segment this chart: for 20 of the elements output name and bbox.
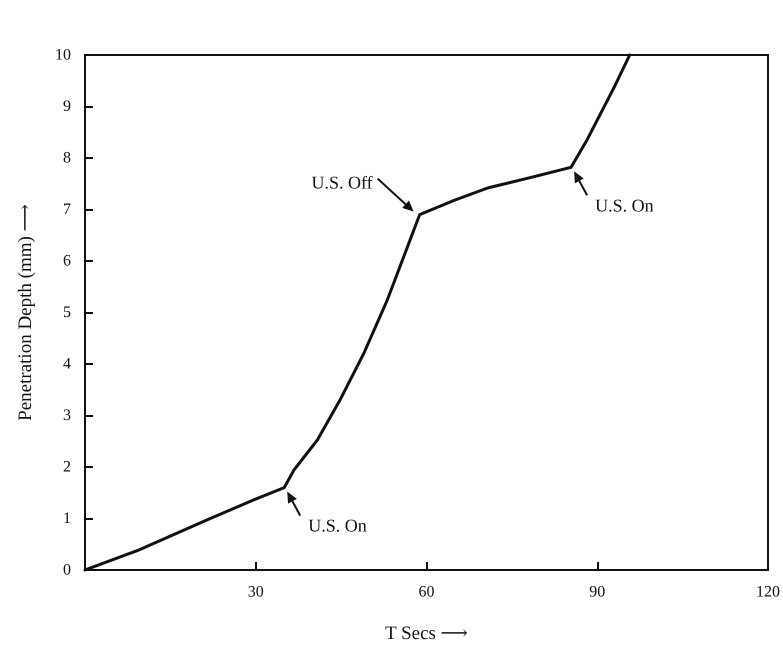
y-tick-label: 5 <box>63 304 71 321</box>
y-tick-label: 10 <box>55 46 71 64</box>
annotation: U.S. Off <box>312 172 373 193</box>
y-tick-label: 9 <box>63 98 71 115</box>
x-tick-label: 60 <box>418 584 434 600</box>
x-tick-label: 30 <box>248 584 264 600</box>
x-tick-label: 90 <box>589 584 606 600</box>
y-tick-label: 2 <box>63 458 71 476</box>
annotation: U.S. On <box>308 516 367 536</box>
y-tick-label: 7 <box>63 201 71 218</box>
y-tick-label: 4 <box>63 356 71 372</box>
annotation: U.S. On <box>595 195 654 216</box>
x-tick-label: 120 <box>756 584 780 600</box>
y-tick-label: 6 <box>63 252 71 270</box>
x-axis-title: T Secs ⟶ <box>385 623 468 644</box>
y-axis-title: Penetration Depth (mm) ⟶ <box>15 204 36 421</box>
y-tick-label: 8 <box>63 150 71 166</box>
y-tick-label: 3 <box>63 407 71 424</box>
y-tick-label: 1 <box>63 510 71 527</box>
y-tick-label: 0 <box>63 562 71 578</box>
